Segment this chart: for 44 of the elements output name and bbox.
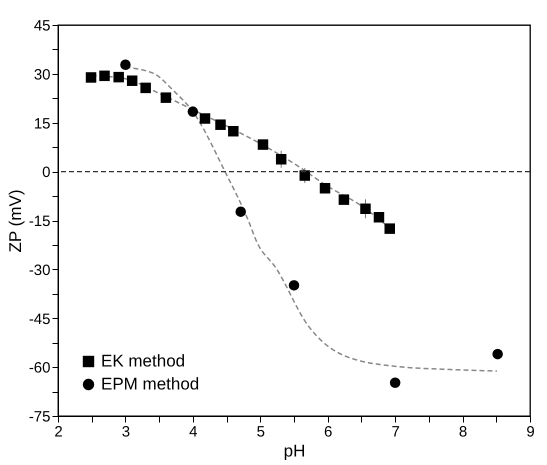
x-tick-label: 6 xyxy=(324,424,332,440)
point xyxy=(258,139,268,150)
x-tick-label: 2 xyxy=(54,424,63,440)
x-tick-label: 9 xyxy=(526,424,535,440)
x-axis-title: pH xyxy=(284,442,306,460)
point xyxy=(338,194,350,205)
point xyxy=(276,154,286,164)
point xyxy=(235,206,246,217)
x-tick-label: 5 xyxy=(256,424,265,440)
point xyxy=(390,378,400,388)
point xyxy=(492,348,503,360)
point xyxy=(320,183,330,194)
y-tick-label: -75 xyxy=(28,408,50,426)
y-tick-label: 15 xyxy=(34,115,50,132)
point xyxy=(200,113,210,124)
point xyxy=(86,72,96,83)
point xyxy=(228,126,239,136)
y-tick-label: -60 xyxy=(28,360,50,377)
point xyxy=(374,212,384,222)
x-tick-label: 8 xyxy=(458,424,468,440)
legend-label: EPM method xyxy=(101,374,200,394)
point xyxy=(384,223,395,234)
point xyxy=(99,70,110,82)
y-tick-label: 30 xyxy=(34,66,50,84)
point xyxy=(113,72,124,82)
point xyxy=(215,119,226,130)
x-tick-label: 3 xyxy=(122,424,130,440)
y-tick-label: -15 xyxy=(28,213,50,230)
point xyxy=(288,280,300,291)
y-tick-label: 0 xyxy=(42,164,50,182)
x-tick-label: 7 xyxy=(391,424,400,440)
y-tick-label: -30 xyxy=(28,262,50,279)
y-tick-label: 45 xyxy=(34,18,50,34)
point xyxy=(120,60,131,70)
y-axis-title: ZP (mV) xyxy=(6,190,25,252)
point xyxy=(160,92,172,103)
x-tick-label: 4 xyxy=(189,424,198,440)
point xyxy=(360,204,371,214)
y-tick-label: -45 xyxy=(28,310,50,328)
point xyxy=(126,75,138,86)
point xyxy=(188,106,198,117)
point xyxy=(140,82,151,94)
point xyxy=(300,170,310,181)
legend-label: EK method xyxy=(101,352,186,370)
